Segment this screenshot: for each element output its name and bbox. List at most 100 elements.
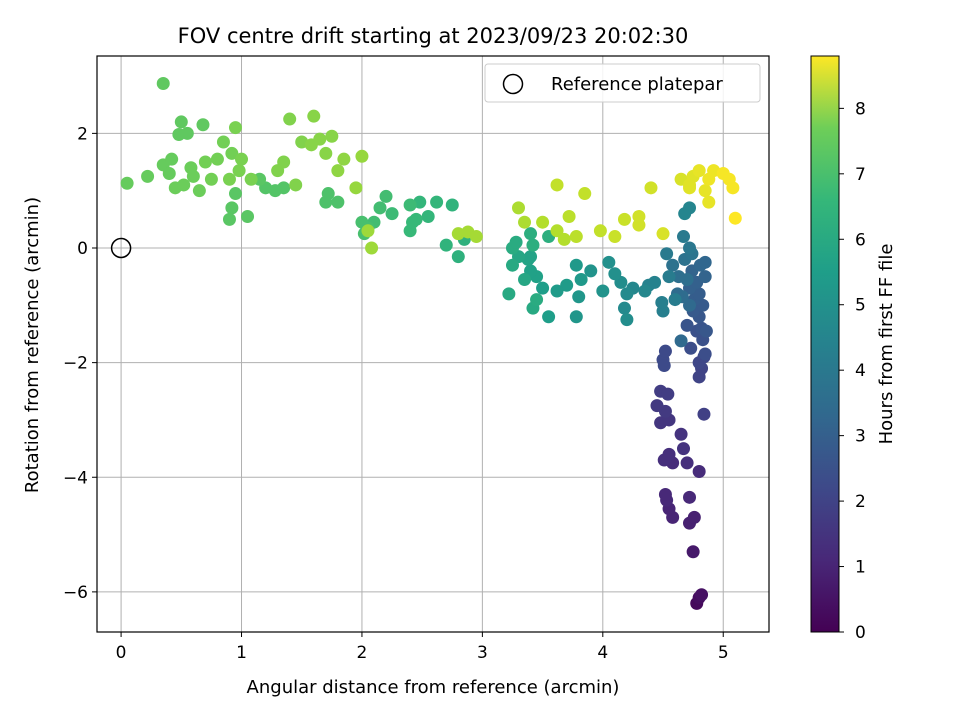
data-point [658, 487, 672, 501]
data-point [228, 187, 242, 201]
data-point [683, 181, 697, 195]
data-point [451, 250, 465, 264]
data-point [518, 273, 532, 287]
data-point [355, 149, 369, 163]
data-point [165, 152, 179, 166]
data-point [660, 247, 674, 261]
data-point [562, 209, 576, 223]
data-point [683, 298, 697, 312]
data-point [277, 155, 291, 169]
data-point [692, 465, 706, 479]
data-point [210, 152, 224, 166]
data-point [319, 195, 333, 209]
data-point [608, 267, 622, 281]
data-point [680, 318, 694, 332]
data-point [536, 215, 550, 229]
x-tick-label: 2 [357, 643, 368, 663]
data-point [222, 172, 236, 186]
data-point [216, 135, 230, 149]
data-point [726, 181, 740, 195]
y-tick-label: 0 [77, 239, 88, 259]
data-point [451, 227, 465, 241]
data-point [421, 209, 435, 223]
data-point [593, 224, 607, 238]
data-point [244, 172, 258, 186]
data-point [232, 164, 246, 178]
colorbar-tick-label: 5 [855, 296, 866, 316]
data-point [550, 224, 564, 238]
data-point [617, 301, 631, 315]
legend: Reference platepar [484, 63, 761, 103]
colorbar-tick-label: 1 [855, 558, 866, 578]
scatter-points [110, 77, 742, 610]
data-point [524, 227, 538, 241]
data-point [509, 235, 523, 249]
data-point [241, 209, 255, 223]
data-point [228, 121, 242, 135]
data-point [325, 129, 339, 143]
x-tick-label: 3 [477, 643, 488, 663]
data-point [578, 187, 592, 201]
data-point [674, 427, 688, 441]
data-point [222, 212, 236, 226]
axis-ticks: 0 1 2 3 4 5 −6 −4 −2 0 2 [63, 124, 729, 663]
colorbar-tick-label: 7 [855, 165, 866, 185]
reference-platepar-marker [110, 237, 132, 259]
plot-frame [96, 55, 770, 633]
data-point [379, 189, 393, 203]
data-point [572, 290, 586, 304]
data-point [602, 255, 616, 269]
data-point [225, 146, 239, 160]
data-point [192, 184, 206, 198]
colorbar: 0 1 2 3 4 5 6 7 8 Hours from first FF file [810, 55, 897, 643]
data-point [505, 258, 519, 272]
y-tick-label: −2 [63, 354, 88, 374]
data-point [574, 273, 588, 287]
data-point [512, 201, 526, 215]
data-point [662, 447, 676, 461]
x-tick-label: 5 [718, 643, 729, 663]
x-tick-label: 1 [236, 643, 247, 663]
colorbar-tick-label: 3 [855, 427, 866, 447]
data-point [569, 258, 583, 272]
data-point [502, 287, 516, 301]
data-point [697, 407, 711, 421]
data-point [172, 128, 186, 142]
data-point [156, 77, 170, 91]
data-point [617, 212, 631, 226]
data-point [674, 334, 688, 348]
data-point [657, 358, 671, 372]
data-point [530, 293, 544, 307]
data-point [644, 181, 658, 195]
data-point [620, 287, 634, 301]
data-point [569, 310, 583, 324]
data-point [692, 164, 706, 178]
data-point [289, 178, 303, 192]
data-point [361, 224, 375, 238]
data-point [560, 278, 574, 292]
data-point [469, 230, 483, 244]
data-point [680, 456, 694, 470]
data-point [557, 232, 571, 246]
x-tick-label: 0 [116, 643, 127, 663]
data-point [658, 344, 672, 358]
data-point [728, 211, 742, 225]
data-point [632, 209, 646, 223]
colorbar-tick-label: 0 [855, 623, 866, 643]
data-point [406, 215, 420, 229]
data-point [650, 399, 664, 413]
data-point [445, 198, 459, 212]
data-point [403, 198, 417, 212]
data-point [683, 241, 697, 255]
data-point [661, 387, 675, 401]
data-point [662, 270, 676, 284]
data-point [373, 201, 387, 215]
data-point [120, 176, 134, 190]
data-point [695, 588, 709, 602]
data-point [204, 172, 218, 186]
data-point [668, 293, 682, 307]
plot-axes [96, 55, 770, 633]
data-point [235, 152, 249, 166]
data-point [225, 201, 239, 215]
data-point [698, 347, 712, 361]
